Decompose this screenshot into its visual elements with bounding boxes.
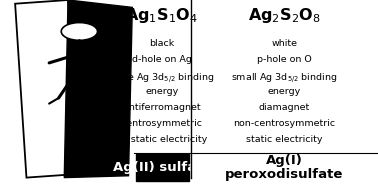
Text: energy: energy <box>268 87 301 96</box>
Polygon shape <box>64 0 132 178</box>
Text: black: black <box>149 39 174 48</box>
Text: centrosymmetric: centrosymmetric <box>121 119 202 128</box>
Text: Ag(I): Ag(I) <box>266 154 303 167</box>
Text: d-hole on Ag: d-hole on Ag <box>132 55 192 64</box>
Polygon shape <box>15 0 79 178</box>
Text: diamagnet: diamagnet <box>259 103 310 112</box>
Text: Ag$_2$S$_2$O$_8$: Ag$_2$S$_2$O$_8$ <box>248 6 321 25</box>
Text: no static electricity: no static electricity <box>116 135 208 144</box>
Circle shape <box>61 23 98 40</box>
Text: static electricity: static electricity <box>246 135 322 144</box>
Text: non-centrosymmetric: non-centrosymmetric <box>233 119 335 128</box>
Text: white: white <box>271 39 297 48</box>
Text: large Ag 3d$_{5/2}$ binding: large Ag 3d$_{5/2}$ binding <box>109 71 214 85</box>
Text: energy: energy <box>145 87 178 96</box>
FancyBboxPatch shape <box>136 154 189 181</box>
Text: p-hole on O: p-hole on O <box>257 55 311 64</box>
Text: antiferromagnet: antiferromagnet <box>123 103 201 112</box>
Text: Ag(II) sulfate: Ag(II) sulfate <box>113 161 212 174</box>
Text: small Ag 3d$_{5/2}$ binding: small Ag 3d$_{5/2}$ binding <box>231 71 338 85</box>
Text: peroxodisulfate: peroxodisulfate <box>225 168 344 181</box>
Text: Ag$_1$S$_1$O$_4$: Ag$_1$S$_1$O$_4$ <box>125 6 198 25</box>
